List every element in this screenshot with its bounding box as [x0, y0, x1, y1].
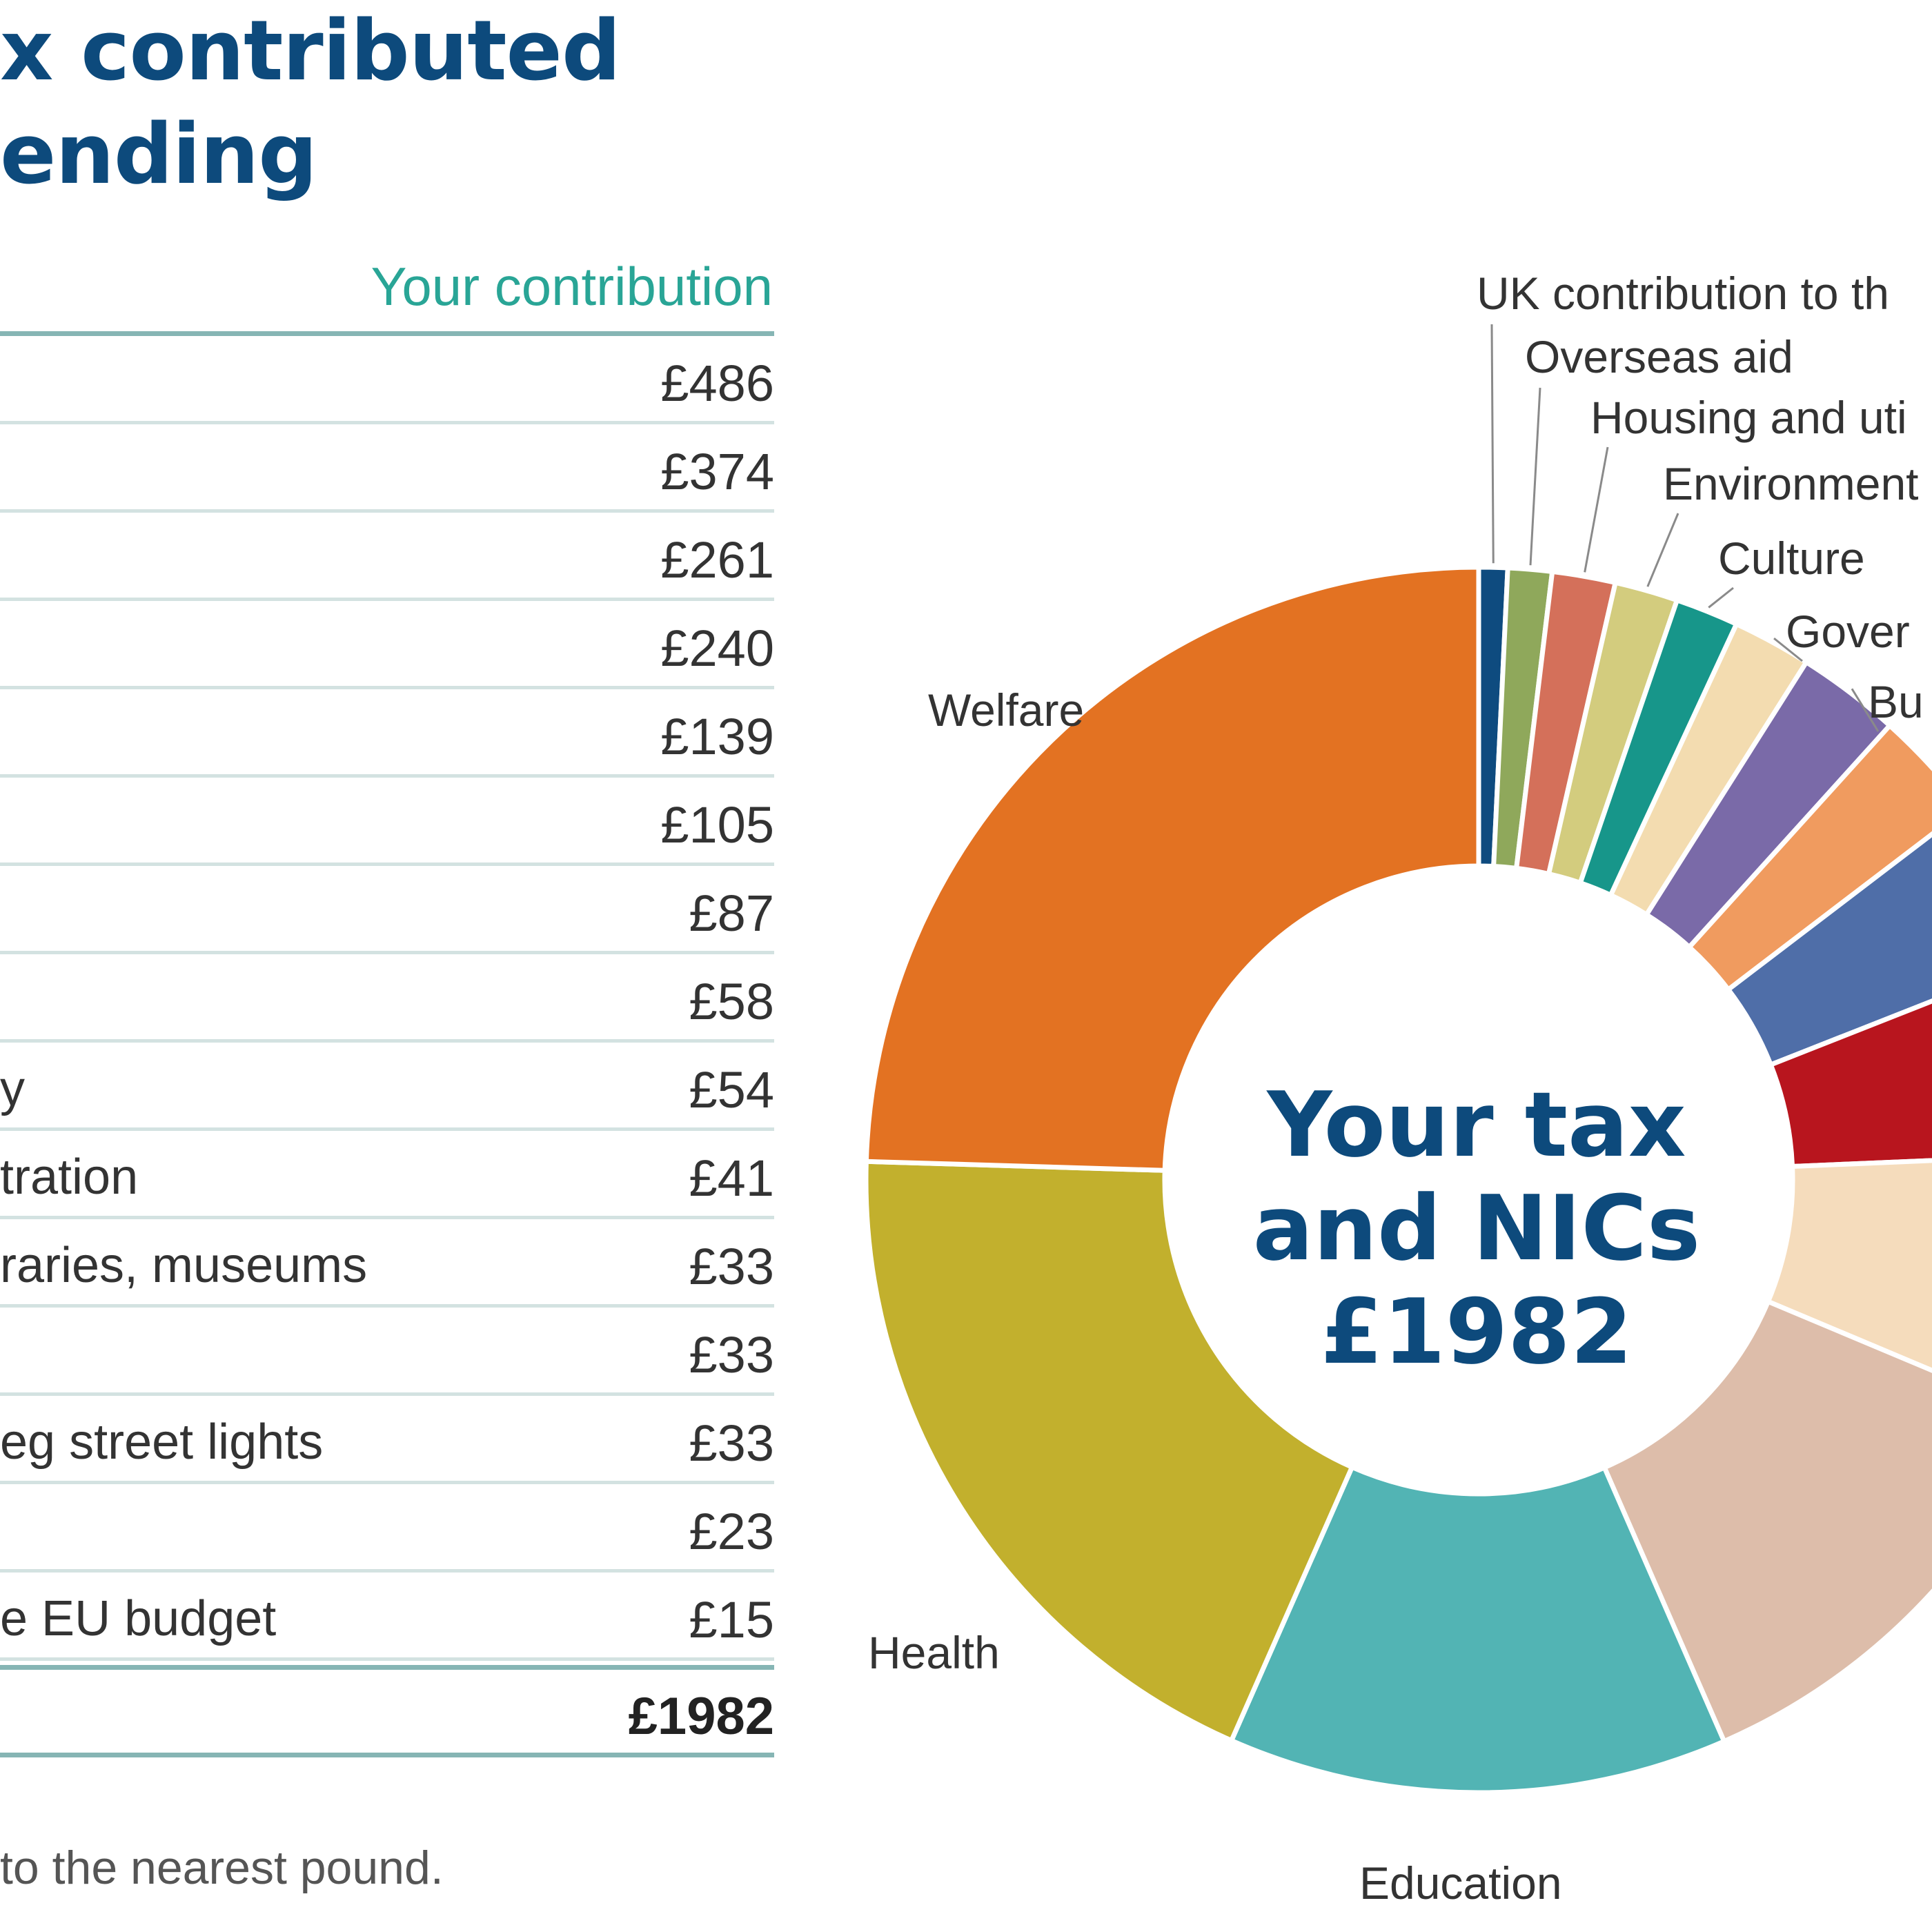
center-line-3: £1982 [1320, 1279, 1633, 1384]
slice-label: Environment [1663, 458, 1919, 509]
title-line-2: ending [0, 107, 317, 203]
table-row: e EU budget £15 [0, 1573, 774, 1661]
donut-slice [863, 564, 1481, 1173]
row-value: £139 [660, 708, 774, 765]
row-value: £33 [689, 1414, 774, 1472]
total-row: £1982 [0, 1670, 774, 1758]
row-value: £486 [660, 355, 774, 412]
contribution-column-header: Your contribution [371, 256, 773, 317]
header-rule [0, 331, 774, 336]
title-line-1: x contributed [0, 3, 621, 99]
table-row: eg street lights £33 [0, 1396, 774, 1484]
table-row: £374 [0, 424, 774, 513]
table-row: £486 [0, 336, 774, 424]
slice-label: Health [868, 1627, 1000, 1678]
slice-label: Welfare [928, 684, 1084, 736]
row-value: £15 [689, 1591, 774, 1648]
table-row: £87 [0, 866, 774, 954]
leader-lines [1490, 324, 1880, 732]
center-line-1: Your tax [1267, 1072, 1686, 1177]
slice-label: Gover [1786, 606, 1910, 657]
donut-slice [1601, 1298, 1932, 1745]
leader-line [1529, 387, 1541, 566]
row-value: £58 [689, 973, 774, 1030]
row-value: £261 [660, 531, 774, 589]
row-label: e EU budget [0, 1591, 277, 1646]
table-row: raries, museums £33 [0, 1219, 774, 1308]
leader-line [1708, 586, 1734, 609]
table-row: £23 [0, 1484, 774, 1573]
row-value: £33 [689, 1326, 774, 1383]
leader-line [1851, 688, 1880, 732]
donut-slices [863, 564, 1932, 1795]
row-value: £240 [660, 620, 774, 677]
slice-label: Housing and uti [1590, 392, 1907, 443]
table-row: y £54 [0, 1043, 774, 1131]
table-row: tration £41 [0, 1131, 774, 1219]
donut-slice [1686, 722, 1932, 994]
slice-label: Bu [1868, 676, 1924, 727]
row-label: eg street lights [0, 1414, 324, 1470]
table-row: £261 [0, 513, 774, 601]
table-row: £105 [0, 778, 774, 866]
slice-label: Education [1359, 1857, 1562, 1909]
row-label: y [0, 1061, 25, 1116]
slice-label: UK contribution to th [1477, 268, 1889, 319]
table-row: £240 [0, 601, 774, 689]
slice-label: Overseas aid [1525, 331, 1793, 382]
row-value: £23 [689, 1503, 774, 1560]
row-value: £87 [689, 885, 774, 942]
bottom-rule [0, 1753, 774, 1757]
center-line-2: and NICs [1252, 1176, 1701, 1281]
total-value: £1982 [628, 1687, 774, 1746]
donut-center-label: Your tax and NICs £1982 [1166, 1073, 1787, 1383]
row-value: £54 [689, 1061, 774, 1118]
donut-slice [1228, 1463, 1728, 1795]
row-value: £41 [689, 1150, 774, 1207]
row-value: £105 [660, 796, 774, 854]
total-rule [0, 1665, 774, 1670]
chart-title: x contributed ending [0, 0, 621, 207]
row-value: £374 [660, 443, 774, 500]
donut-slice [1724, 831, 1932, 1068]
row-value: £33 [689, 1238, 774, 1295]
donut-slice [1767, 998, 1932, 1170]
leader-line [1773, 637, 1803, 662]
footnote: to the nearest pound. [0, 1842, 444, 1894]
row-label: raries, museums [0, 1238, 368, 1293]
table-row: £58 [0, 954, 774, 1043]
leader-line [1490, 324, 1495, 564]
slice-labels: UK contribution to th Overseas aid Housing… [868, 268, 1924, 1909]
donut-slice [863, 1159, 1356, 1744]
leader-line [1584, 446, 1609, 573]
table-row: £33 [0, 1308, 774, 1396]
contribution-table: £486 £374 £261 £240 £139 £105 £87 £58 y £54 tratio… [0, 336, 774, 1661]
slice-label: Culture [1718, 533, 1865, 584]
table-row: £139 [0, 689, 774, 778]
row-label: tration [0, 1150, 139, 1205]
leader-line [1646, 513, 1679, 587]
